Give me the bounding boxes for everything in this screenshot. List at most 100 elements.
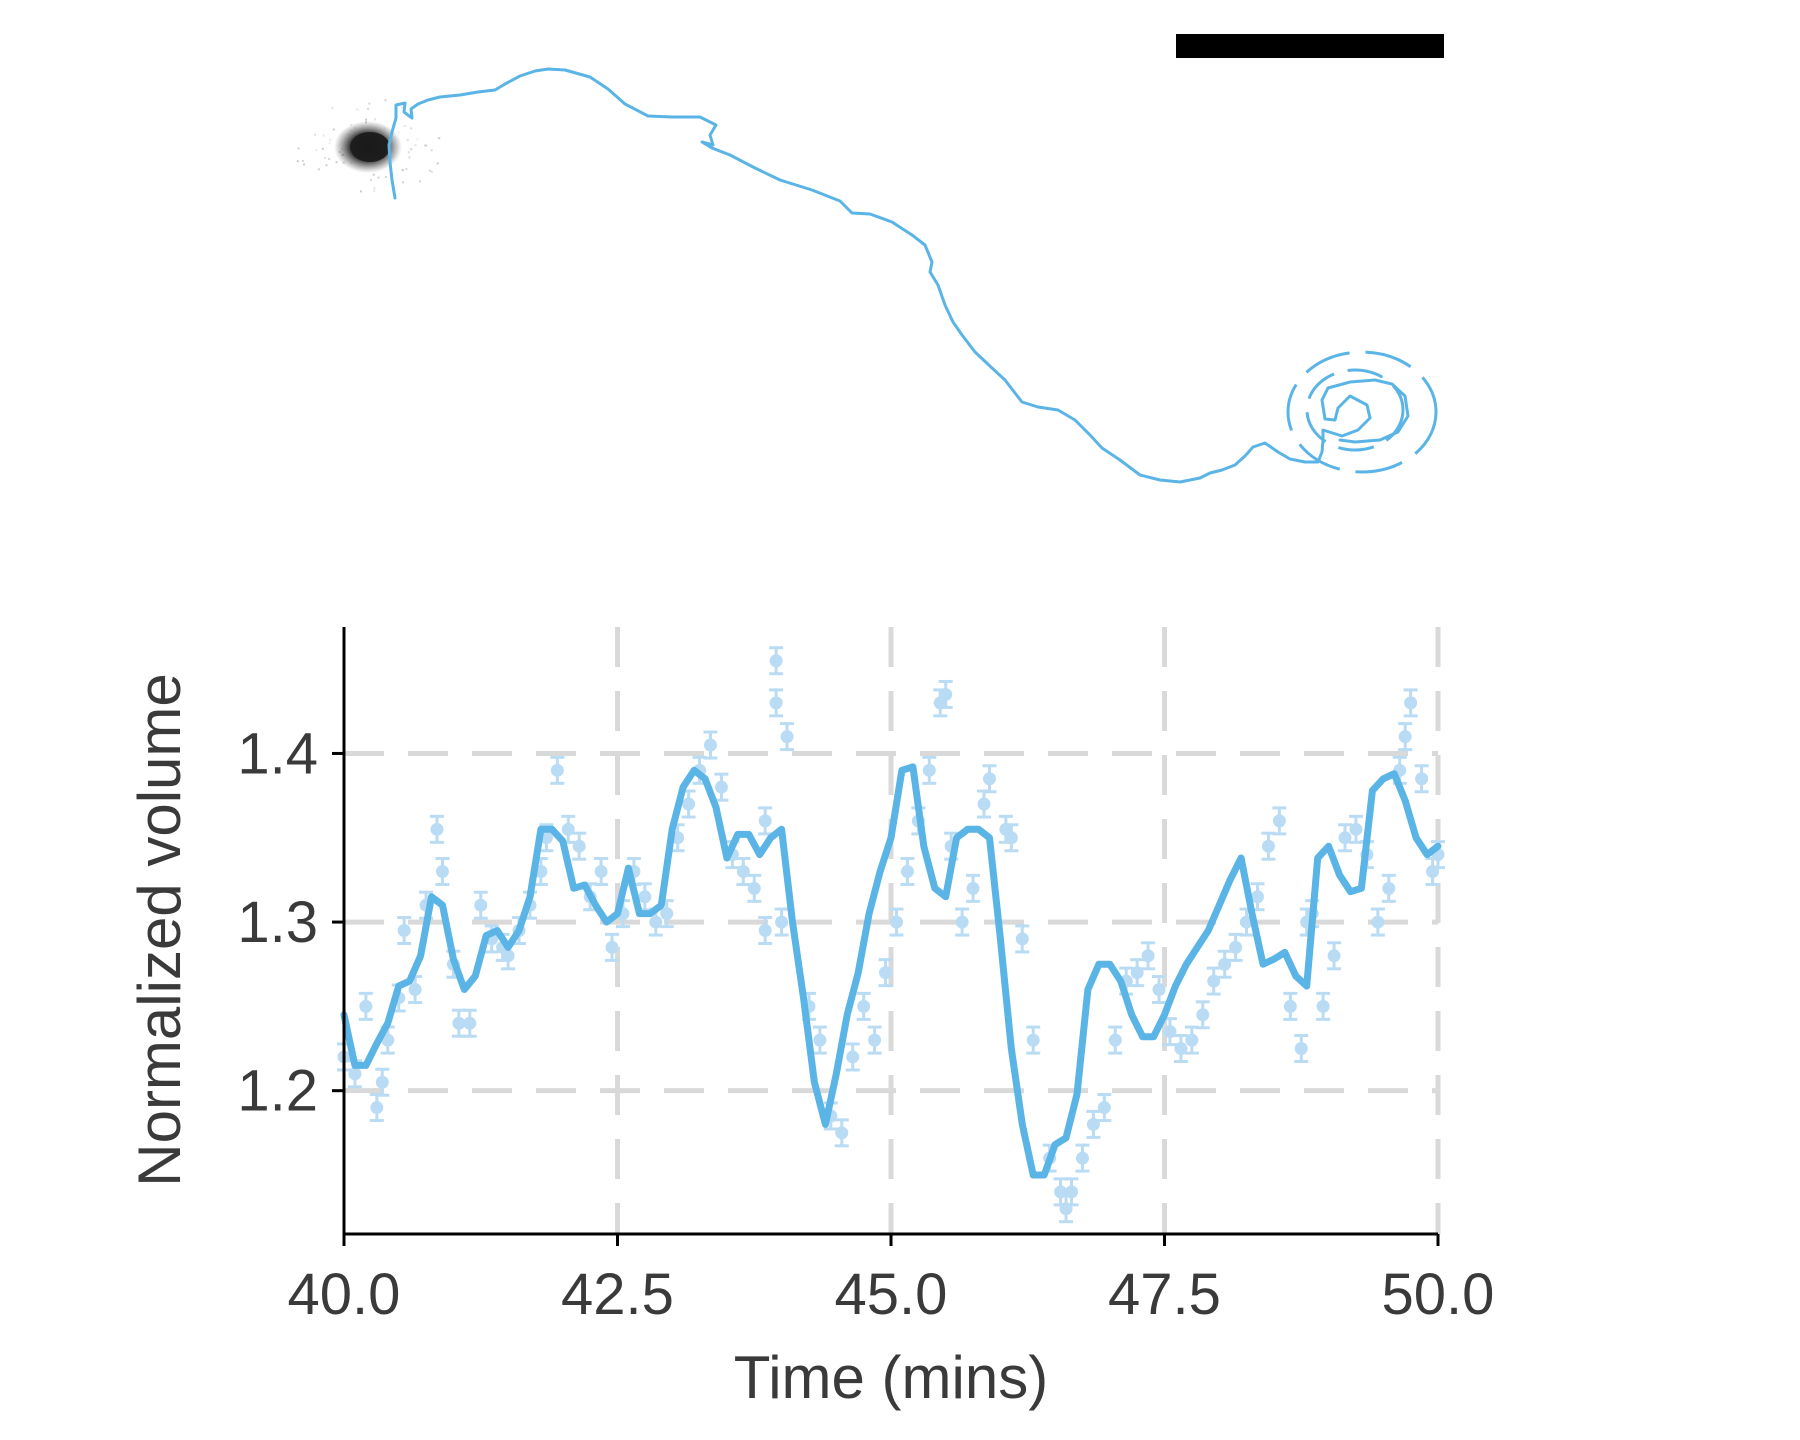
cell-speckle [322,134,325,137]
cell-trajectory-spiral [1320,378,1410,454]
point-marker [900,864,914,878]
point-marker [375,1075,389,1089]
point-marker [939,687,953,701]
point-marker [714,780,728,794]
point-marker [868,1033,882,1047]
cell-speckle [296,160,299,163]
data-point [769,646,784,676]
cell-speckle [314,133,317,136]
point-marker [1065,1185,1079,1199]
cell-speckle [406,139,409,142]
cell-speckle [359,190,362,193]
cell-speckle [331,106,334,109]
point-marker [594,864,608,878]
point-marker [736,864,750,878]
cell-speckle [403,124,406,127]
point-marker [550,763,564,777]
y-tick-label: 1.4 [237,721,318,786]
cell-track-panel [296,34,1444,484]
data-point [1195,1000,1210,1030]
data-point [1141,941,1156,971]
point-marker [889,915,903,929]
point-marker [857,999,871,1013]
cell-speckle [350,161,353,164]
cell-speckle [342,161,345,164]
point-marker [1349,822,1363,836]
x-tick-label: 42.5 [561,1262,674,1327]
y-ticks: 1.2 1.3 1.4 [237,721,344,1124]
point-marker [1086,1117,1100,1131]
point-marker [474,898,488,912]
cell-speckle [384,99,387,102]
point-marker [1382,881,1396,895]
cell-speckle [325,164,328,167]
cell-speckle [416,138,419,141]
data-point [845,1042,860,1072]
cell-speckle [436,162,439,165]
data-point [1130,958,1145,988]
data-point [1316,991,1331,1021]
data-point [758,806,773,836]
point-marker [977,797,991,811]
data-point [812,1025,827,1055]
point-marker [348,1067,362,1081]
cell-speckle [391,156,394,159]
cell-speckle [365,118,368,121]
point-marker [605,940,619,954]
data-point [1228,932,1243,962]
point-marker [1026,1033,1040,1047]
point-marker [769,654,783,668]
cell-speckle [321,147,324,150]
cell-speckle [341,148,344,151]
trajectory-loop [1305,368,1405,452]
data-point [955,907,970,937]
point-marker [381,1033,395,1047]
cell-speckle [324,156,326,159]
point-marker [966,881,980,895]
data-point [736,856,751,886]
x-ticks: 40.0 42.5 45.0 47.5 50.0 [288,1234,1494,1327]
point-marker [769,696,783,710]
cell-speckle [317,168,320,171]
scale-bar [1176,34,1444,58]
point-marker [1371,915,1385,929]
cell-speckle [414,144,417,147]
data-point [703,730,718,760]
cell-speckle [332,128,335,131]
data-point [681,789,696,819]
data-point [605,932,620,962]
cell-speckle [383,127,386,130]
data-point [462,1008,477,1038]
cell-blob-core [350,132,390,162]
data-point [1217,949,1232,979]
cell-trajectory-loops [1286,350,1438,474]
point-marker [780,730,794,744]
point-marker [1283,999,1297,1013]
point-marker [1196,1008,1210,1022]
y-tick-label: 1.3 [237,890,318,955]
x-tick-label: 40.0 [288,1262,401,1327]
data-point [1294,1034,1309,1064]
point-marker [846,1050,860,1064]
data-point [867,1025,882,1055]
point-marker [1338,831,1352,845]
data-point [429,814,444,844]
point-marker [1415,772,1429,786]
point-marker [922,763,936,777]
cell-image [296,99,441,193]
point-marker [835,1126,849,1140]
cell-speckle [356,108,359,111]
point-marker [1272,814,1286,828]
point-marker [1294,1042,1308,1056]
data-point [1272,806,1287,836]
data-point [1283,991,1298,1021]
data-point [1414,764,1429,794]
y-tick-label: 1.2 [237,1059,318,1124]
cell-speckle [367,107,370,110]
point-marker [1404,696,1418,710]
trajectory-loop [1286,350,1438,474]
cell-speckle [373,187,376,190]
point-marker [1075,1151,1089,1165]
data-point [550,755,565,785]
point-marker [1174,1042,1188,1056]
